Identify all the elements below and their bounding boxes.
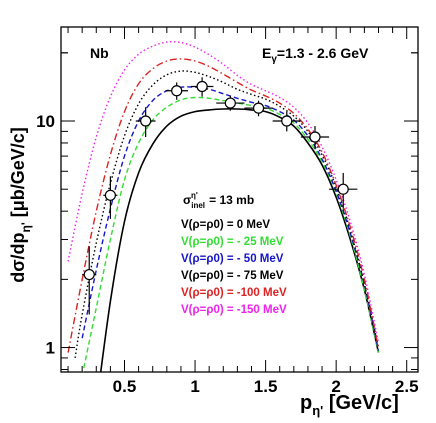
x-tick-label: 1.5	[254, 377, 278, 396]
data-marker	[337, 183, 349, 195]
y-tick-label: 10	[36, 112, 55, 131]
x-tick-label: 2.5	[395, 377, 419, 396]
x-tick-label: 0.5	[113, 377, 137, 396]
data-marker	[83, 268, 95, 281]
data-marker	[140, 115, 152, 127]
series-line-0	[99, 108, 380, 372]
data-marker	[224, 97, 236, 109]
legend-entry-0: V(ρ=ρ0) = 0 MeV	[181, 219, 270, 231]
data-marker	[281, 115, 293, 127]
data-point	[103, 176, 118, 219]
label-nucleus: Nb	[90, 45, 109, 61]
data-points	[82, 77, 358, 315]
data-point	[216, 95, 245, 111]
legend-entry-3: V(ρ=ρ0) = - 75 MeV	[181, 270, 284, 282]
plot-border	[60, 26, 419, 373]
y-axis-label: dσ/dpη' [μb/GeV/c]	[8, 127, 33, 283]
data-point	[135, 107, 156, 137]
legend-entry-2: V(ρ=ρ0) = - 50 MeV	[181, 253, 284, 265]
x-tick-label: 1	[190, 377, 199, 396]
data-marker	[196, 80, 208, 93]
legend-entry-1: V(ρ=ρ0) = - 25 MeV	[181, 236, 284, 248]
data-marker	[104, 189, 116, 201]
data-point	[272, 111, 301, 132]
data-marker	[309, 131, 321, 143]
data-point	[165, 82, 188, 100]
legend: V(ρ=ρ0) = 0 MeV V(ρ=ρ0) = - 25 MeV V(ρ=ρ0)…	[181, 219, 287, 316]
x-axis-label: pη' [GeV/c]	[300, 392, 399, 418]
data-point	[82, 246, 97, 315]
sigma-annotation: σinelη' = 13 mb	[183, 191, 254, 210]
y-tick-label: 1	[46, 339, 55, 358]
data-marker	[252, 102, 265, 114]
legend-entry-4: V(ρ=ρ0) = -100 MeV	[181, 287, 287, 299]
label-energy: Eγ=1.3 - 2.6 GeV	[262, 45, 369, 65]
data-point	[329, 172, 358, 209]
data-point	[244, 100, 273, 117]
series-line-4	[67, 58, 380, 353]
plot-frame	[60, 26, 419, 373]
data-marker	[171, 85, 183, 97]
legend-entry-5: V(ρ=ρ0) = -150 MeV	[181, 304, 287, 316]
x-tick-label: 2	[331, 377, 340, 396]
axis-ticks: 0.5 1 1.5 2 2.5 1 10	[36, 27, 419, 396]
data-point	[190, 77, 214, 97]
data-point	[300, 126, 330, 150]
